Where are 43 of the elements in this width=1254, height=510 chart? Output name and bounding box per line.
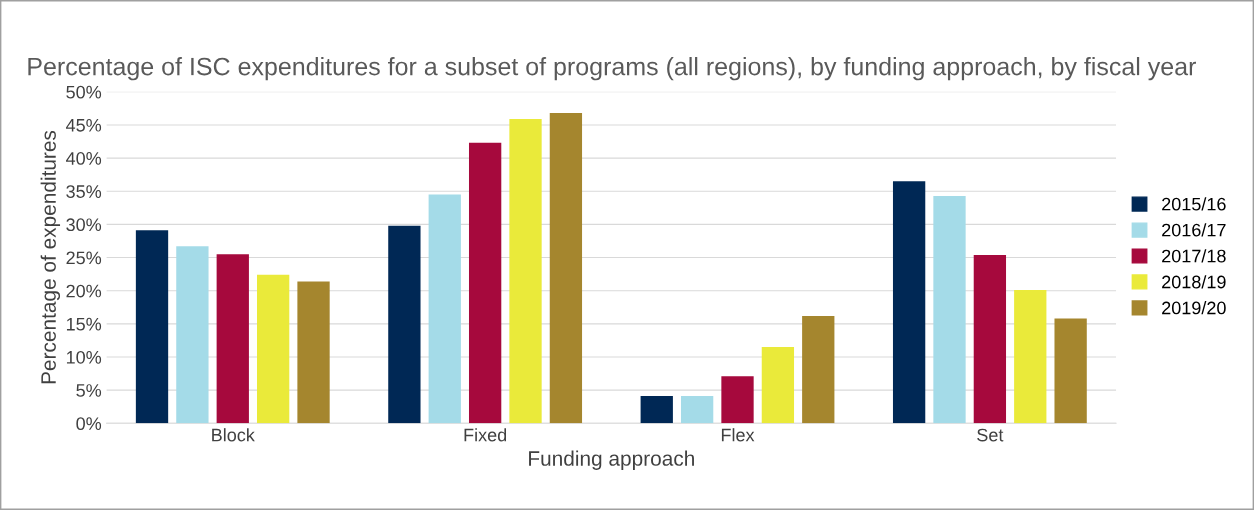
bar xyxy=(761,347,795,424)
bar xyxy=(216,254,249,424)
y-tick-label: 20% xyxy=(66,284,102,298)
bar xyxy=(680,396,714,424)
y-tick-label: 40% xyxy=(66,152,102,165)
bar xyxy=(549,113,583,424)
legend-label: 2016/17 xyxy=(1162,223,1226,237)
y-tick-label: 25% xyxy=(66,251,102,265)
x-axis-title: Funding approach xyxy=(529,450,694,470)
bar xyxy=(428,194,461,424)
y-tick-label: 10% xyxy=(66,350,102,364)
legend-label: 2018/19 xyxy=(1162,275,1226,289)
bar xyxy=(802,315,835,424)
legend-label: 2019/20 xyxy=(1162,301,1226,315)
legend-label: 2017/18 xyxy=(1162,249,1226,263)
y-tick-label: 5% xyxy=(76,384,102,397)
y-tick-label: 15% xyxy=(66,317,102,331)
y-tick-label: 45% xyxy=(66,118,102,132)
bar xyxy=(176,246,209,424)
x-tick-label: Flex xyxy=(721,428,755,442)
bar xyxy=(640,396,673,424)
bar xyxy=(257,274,290,424)
x-tick-label: Set xyxy=(977,428,1004,442)
bar xyxy=(721,376,754,424)
bar xyxy=(135,230,169,424)
bar xyxy=(933,195,966,424)
legend-label: 2015/16 xyxy=(1162,197,1226,211)
y-tick-label: 35% xyxy=(66,185,102,198)
y-tick-label: 30% xyxy=(66,218,102,232)
bar xyxy=(509,118,542,424)
y-tick-label: 50% xyxy=(66,85,102,99)
x-tick-label: Block xyxy=(212,428,255,442)
y-tick-label: 0% xyxy=(76,417,102,431)
bar xyxy=(297,281,330,424)
bar xyxy=(388,225,421,424)
chart-title: Percentage of ISC expenditures for a subset of programs (all regions), by funding approach, by fiscal year xyxy=(28,57,1196,81)
bar xyxy=(973,254,1007,424)
bar xyxy=(892,181,926,424)
bar xyxy=(1054,318,1087,424)
y-axis-title: Percentage of expenditures xyxy=(40,130,61,384)
bar xyxy=(1014,290,1047,424)
x-tick-label: Fixed xyxy=(464,428,507,442)
bar xyxy=(468,142,502,424)
